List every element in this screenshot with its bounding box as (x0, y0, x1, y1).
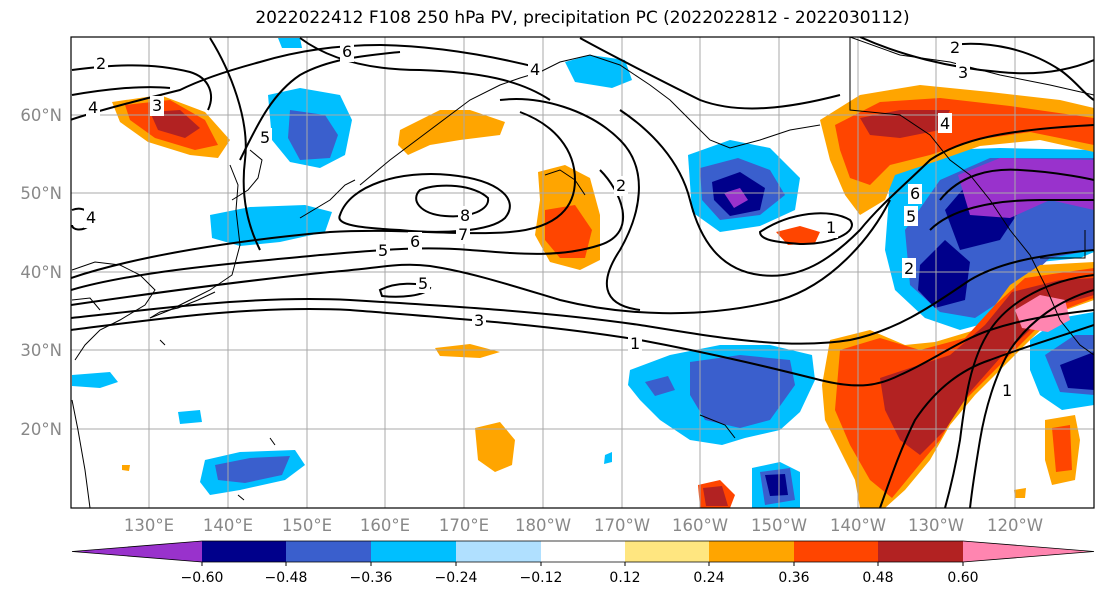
colorbar-segment (202, 541, 286, 562)
lat-label: 60°N (20, 106, 62, 125)
colorbar-tick-label: −0.24 (435, 570, 478, 586)
contour-label: 1 (826, 218, 836, 237)
lon-label: 160°E (360, 516, 410, 535)
contour-label: 3 (958, 63, 968, 82)
contour-label: 4 (530, 60, 540, 79)
colorbar-tick-label: 0.60 (947, 570, 978, 586)
contour-label: 6 (342, 42, 352, 61)
contour-label: 4 (940, 114, 950, 133)
colorbar-tick-label: 0.24 (693, 570, 724, 586)
colorbar-segment (709, 541, 794, 562)
map-title: 2022022412 F108 250 hPa PV, precipitatio… (255, 8, 910, 28)
colorbar-segment (794, 541, 878, 562)
colorbar-segment (371, 541, 456, 562)
colorbar-tick-label: −0.12 (520, 570, 563, 586)
longitude-labels: 130°E 140°E 150°E 160°E 170°E 180°W 170°… (124, 516, 1043, 535)
colorbar: −0.60 −0.48 −0.36 −0.24 −0.12 0.12 0.24 0.36 0.4… (71, 540, 1095, 586)
colorbar-segment (878, 541, 963, 562)
colorbar-tick-label: −0.60 (181, 570, 224, 586)
lon-label: 120°W (987, 516, 1043, 535)
contour-label: 4 (86, 208, 96, 227)
lat-label: 40°N (20, 263, 62, 282)
lon-label: 160°W (672, 516, 728, 535)
contour-label: 2 (96, 54, 106, 73)
map-plot-area: 2 4 3 5 6 4 6 4 8 7 6 5 5 3 1 2 1 4 5 2 … (71, 37, 1094, 508)
contour-label: 3 (152, 96, 162, 115)
colorbar-segment (963, 541, 1094, 562)
contour-label: 4 (88, 98, 98, 117)
contour-label: 6 (410, 232, 420, 251)
colorbar-segment (72, 541, 202, 562)
lon-label: 140°W (830, 516, 886, 535)
lon-label: 180°W (515, 516, 571, 535)
colorbar-tick-label: −0.36 (350, 570, 393, 586)
lon-label: 140°E (203, 516, 253, 535)
plot-frame (70, 36, 1095, 509)
contour-label: 5 (260, 128, 270, 147)
gridlines (71, 37, 1094, 508)
colorbar-segment (456, 541, 541, 562)
colorbar-tick-label: 0.36 (778, 570, 809, 586)
colorbar-tick-label: 0.48 (862, 570, 893, 586)
contour-label: 5 (378, 241, 388, 260)
lon-label: 150°E (282, 516, 332, 535)
colorbar-segment (541, 541, 625, 562)
lon-label: 170°E (439, 516, 489, 535)
lon-label: 150°W (751, 516, 807, 535)
latitude-labels: 60°N 50°N 40°N 30°N 20°N (20, 106, 62, 439)
colorbar-tick-label: 0.12 (609, 570, 640, 586)
contour-label: 1 (630, 334, 640, 353)
contour-label: 3 (474, 311, 484, 330)
contour-label: 6 (910, 184, 920, 203)
lat-label: 20°N (20, 420, 62, 439)
contour-label: 1 (1002, 381, 1012, 400)
contour-label: 2 (616, 176, 626, 195)
contour-label: 8 (460, 206, 470, 225)
contour-label: 2 (950, 38, 960, 57)
contour-label: 2 (904, 259, 914, 278)
lon-label: 130°E (124, 516, 174, 535)
lat-label: 30°N (20, 341, 62, 360)
contour-label: 7 (458, 225, 468, 244)
pv-contour-labels: 2 4 3 5 6 4 6 4 8 7 6 5 5 3 1 2 1 4 5 2 … (84, 38, 1014, 400)
colorbar-tick-label: −0.48 (265, 570, 308, 586)
contour-label: 5 (418, 274, 428, 293)
colorbar-segment (286, 541, 371, 562)
lon-label: 130°W (908, 516, 964, 535)
contour-label: 5 (906, 207, 916, 226)
colorbar-segment (625, 541, 709, 562)
lon-label: 170°W (594, 516, 650, 535)
lat-label: 50°N (20, 184, 62, 203)
